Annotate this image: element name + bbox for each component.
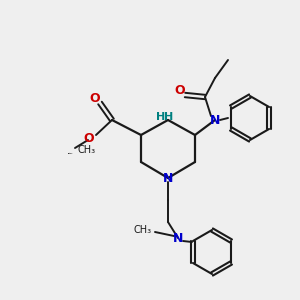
Text: O: O bbox=[84, 131, 94, 145]
Text: N: N bbox=[173, 232, 183, 244]
Text: N: N bbox=[210, 113, 220, 127]
Text: H: H bbox=[156, 112, 166, 122]
Text: H: H bbox=[164, 112, 174, 122]
Text: O: O bbox=[175, 83, 185, 97]
Text: N: N bbox=[163, 172, 173, 184]
Text: O: O bbox=[90, 92, 100, 104]
Text: methyl: methyl bbox=[68, 152, 74, 154]
Text: CH₃: CH₃ bbox=[134, 225, 152, 235]
Text: CH₃: CH₃ bbox=[77, 145, 95, 155]
